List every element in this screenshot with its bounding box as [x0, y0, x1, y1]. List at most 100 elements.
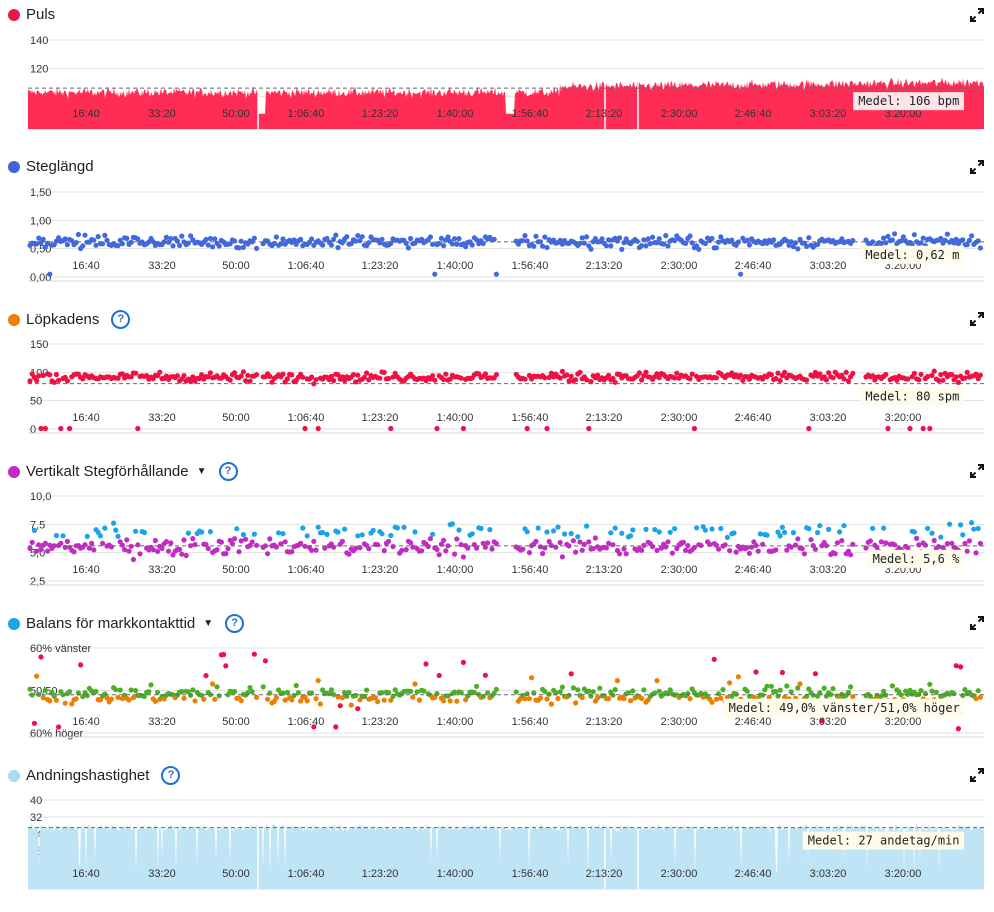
- data-point: [731, 530, 737, 536]
- help-icon[interactable]: ?: [111, 310, 131, 329]
- data-point: [119, 542, 125, 548]
- data-point: [542, 545, 548, 551]
- data-point: [205, 242, 211, 248]
- data-point: [282, 539, 288, 545]
- data-point: [929, 688, 935, 694]
- data-point: [214, 547, 220, 553]
- expand-icon[interactable]: [970, 8, 984, 22]
- data-point: [905, 545, 911, 551]
- data-point: [848, 684, 854, 690]
- data-point: [480, 540, 486, 546]
- data-point: [586, 539, 592, 545]
- data-point: [911, 370, 918, 376]
- data-point: [148, 682, 154, 688]
- data-point: [207, 370, 213, 376]
- data-point: [447, 698, 453, 704]
- x-tick-label: 2:30:00: [661, 564, 698, 576]
- data-point: [284, 689, 290, 696]
- panel-title-text: Andningshastighet: [26, 767, 150, 784]
- data-point: [718, 234, 724, 240]
- x-tick-label: 1:23:20: [362, 108, 399, 120]
- data-point: [771, 237, 777, 243]
- data-point: [962, 375, 968, 381]
- data-point: [452, 236, 458, 242]
- data-point: [361, 694, 367, 700]
- data-point: [493, 372, 499, 378]
- expand-icon[interactable]: [970, 160, 984, 174]
- data-point: [573, 700, 579, 706]
- data-point: [36, 373, 42, 379]
- data-point: [870, 373, 876, 379]
- data-point: [421, 688, 427, 694]
- data-point: [80, 243, 86, 249]
- data-point: [102, 525, 108, 531]
- data-point: [126, 548, 132, 554]
- data-point: [936, 377, 942, 384]
- expand-icon[interactable]: [970, 616, 984, 630]
- data-point: [760, 692, 766, 698]
- data-point: [927, 425, 933, 432]
- x-tick-label: 1:56:40: [512, 260, 549, 272]
- data-point: [353, 238, 359, 244]
- data-point: [335, 694, 341, 700]
- data-point: [559, 368, 566, 374]
- x-tick-label: 33:20: [148, 108, 176, 120]
- data-point: [366, 546, 372, 552]
- data-point: [577, 369, 583, 375]
- data-point: [669, 550, 676, 556]
- data-point: [777, 378, 783, 384]
- data-point: [804, 377, 810, 383]
- data-point: [458, 375, 464, 381]
- data-point: [174, 373, 180, 379]
- x-tick-label: 33:20: [148, 564, 176, 576]
- dropdown-caret-icon[interactable]: ▼: [196, 466, 207, 477]
- data-point: [566, 378, 572, 384]
- mean-label: Medel: 49,0% vänster/51,0% höger: [729, 701, 960, 715]
- chart-svg: 10,07,55,02,516:40 33:20 50:00 1:06:40 1:23:…: [27, 491, 984, 588]
- data-point: [386, 538, 392, 544]
- data-point: [36, 235, 42, 241]
- data-point: [557, 689, 563, 695]
- x-tick-label: 1:56:40: [512, 716, 549, 728]
- data-point: [432, 271, 438, 277]
- expand-icon[interactable]: [970, 312, 984, 326]
- data-point: [238, 538, 244, 544]
- data-point: [485, 690, 491, 696]
- data-point: [89, 540, 95, 546]
- dropdown-caret-icon[interactable]: ▼: [203, 618, 214, 629]
- data-point: [185, 530, 191, 536]
- data-point: [753, 669, 759, 675]
- data-point: [643, 369, 649, 375]
- data-point: [223, 551, 229, 557]
- legend-dot: [8, 617, 20, 630]
- data-point: [403, 547, 409, 553]
- data-point: [797, 681, 803, 687]
- expand-icon[interactable]: [970, 768, 984, 782]
- data-point: [931, 537, 937, 544]
- x-tick-label: 3:03:20: [810, 564, 847, 576]
- data-point: [641, 542, 647, 548]
- help-icon[interactable]: ?: [218, 462, 238, 481]
- data-point: [883, 540, 889, 546]
- data-point: [533, 233, 539, 239]
- data-point: [595, 695, 601, 701]
- data-point: [359, 532, 365, 538]
- data-point: [568, 373, 574, 379]
- data-point: [619, 246, 625, 252]
- data-point: [634, 238, 640, 244]
- data-point: [155, 689, 161, 695]
- expand-icon[interactable]: [970, 464, 984, 478]
- help-icon[interactable]: ?: [161, 766, 181, 785]
- x-tick-label: 1:40:00: [437, 564, 474, 576]
- data-point: [443, 371, 449, 377]
- data-point: [225, 546, 231, 552]
- help-icon[interactable]: ?: [225, 614, 245, 633]
- x-tick-label: 16:40: [72, 412, 100, 424]
- data-point: [333, 232, 339, 238]
- data-point: [441, 376, 447, 383]
- chart-panel-6: Andningshastighet?403224168016:4033:2050…: [0, 760, 994, 912]
- data-point: [427, 536, 433, 542]
- x-tick-label: 2:30:00: [661, 108, 698, 120]
- data-point: [196, 375, 202, 382]
